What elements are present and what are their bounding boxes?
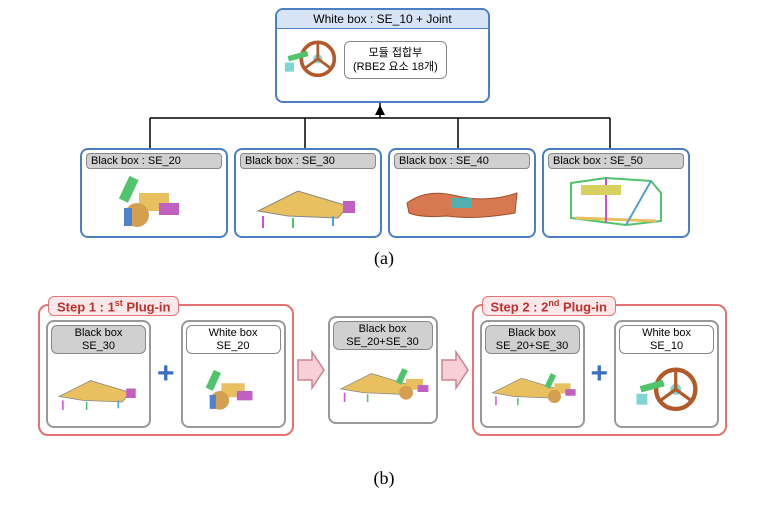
panel-a-label: (a) [0,248,768,269]
plus-icon: + [589,357,611,391]
card-line1: Black box [336,323,430,336]
step2-title-suffix: Plug-in [559,299,607,314]
step2-title-sup: nd [548,298,559,308]
step2-box: Step 2 : 2nd Plug-in Black box SE_20+SE_… [472,304,728,436]
blackbox-title: Black box : SE_30 [240,153,376,169]
middle-card: Black box SE_20+SE_30 [328,316,438,424]
module-line1: 모듈 접합부 [353,46,438,60]
card-line1: Black box [54,327,143,340]
blackbox-title: Black box : SE_50 [548,153,684,169]
card-title: White box SE_10 [619,325,714,354]
card-line2: SE_30 [54,340,143,353]
steering-wheel-icon [283,35,338,85]
blackbox-se50: Black box : SE_50 [542,148,690,238]
assembly-se20-icon [82,170,226,236]
assembly-combined-icon [482,355,583,426]
assembly-se30-icon [48,355,149,426]
module-line2: (RBE2 요소 18개) [353,60,438,74]
step2-right-card: White box SE_10 [614,320,719,428]
step1-left-card: Black box SE_30 [46,320,151,428]
panel-b: Step 1 : 1st Plug-in Black box SE_30 [38,290,730,450]
panel-a: White box : SE_10 + Joint 모듈 접합부 (RBE2 요… [80,8,680,248]
assembly-se40-icon [390,170,534,236]
whitebox-body: 모듈 접합부 (RBE2 요소 18개) [277,29,488,91]
plus-icon: + [155,357,177,391]
step1-body: Black box SE_30 + White box [46,320,286,428]
steering-wheel-icon [616,355,717,426]
card-line2: SE_20 [189,340,278,353]
blackbox-se40: Black box : SE_40 [388,148,536,238]
step1-right-card: White box SE_20 [181,320,286,428]
card-line2: SE_20+SE_30 [488,340,577,353]
step2-title-prefix: Step 2 : 2 [491,299,549,314]
card-title: Black box SE_30 [51,325,146,354]
arrow-icon [440,346,470,394]
card-title: White box SE_20 [186,325,281,354]
step2-body: Black box SE_20+SE_30 + [480,320,720,428]
blackbox-row: Black box : SE_20 Black box : SE_30 [80,148,710,238]
card-line2: SE_20+SE_30 [336,336,430,349]
assembly-se20-icon [183,355,284,426]
panel-b-label: (b) [0,468,768,489]
card-line2: SE_10 [622,340,711,353]
assembly-combined-icon [330,351,436,422]
assembly-se50-icon [544,170,688,236]
arrow-icon [296,346,326,394]
blackbox-se30: Black box : SE_30 [234,148,382,238]
blackbox-title: Black box : SE_40 [394,153,530,169]
card-line1: White box [622,327,711,340]
step1-title: Step 1 : 1st Plug-in [48,296,179,316]
card-title: Black box SE_20+SE_30 [485,325,580,354]
card-title: Black box SE_20+SE_30 [333,321,433,350]
hierarchy-connector-icon [80,103,680,148]
whitebox-se10: White box : SE_10 + Joint 모듈 접합부 (RBE2 요… [275,8,490,103]
step1-title-suffix: Plug-in [123,299,171,314]
module-joint-box: 모듈 접합부 (RBE2 요소 18개) [344,41,447,80]
blackbox-se20: Black box : SE_20 [80,148,228,238]
step1-title-sup: st [115,298,123,308]
card-line1: Black box [488,327,577,340]
step1-title-prefix: Step 1 : 1 [57,299,115,314]
blackbox-title: Black box : SE_20 [86,153,222,169]
step1-box: Step 1 : 1st Plug-in Black box SE_30 [38,304,294,436]
step2-title: Step 2 : 2nd Plug-in [482,296,616,316]
step2-left-card: Black box SE_20+SE_30 [480,320,585,428]
assembly-se30-icon [236,170,380,236]
card-line1: White box [189,327,278,340]
whitebox-title: White box : SE_10 + Joint [277,10,488,29]
